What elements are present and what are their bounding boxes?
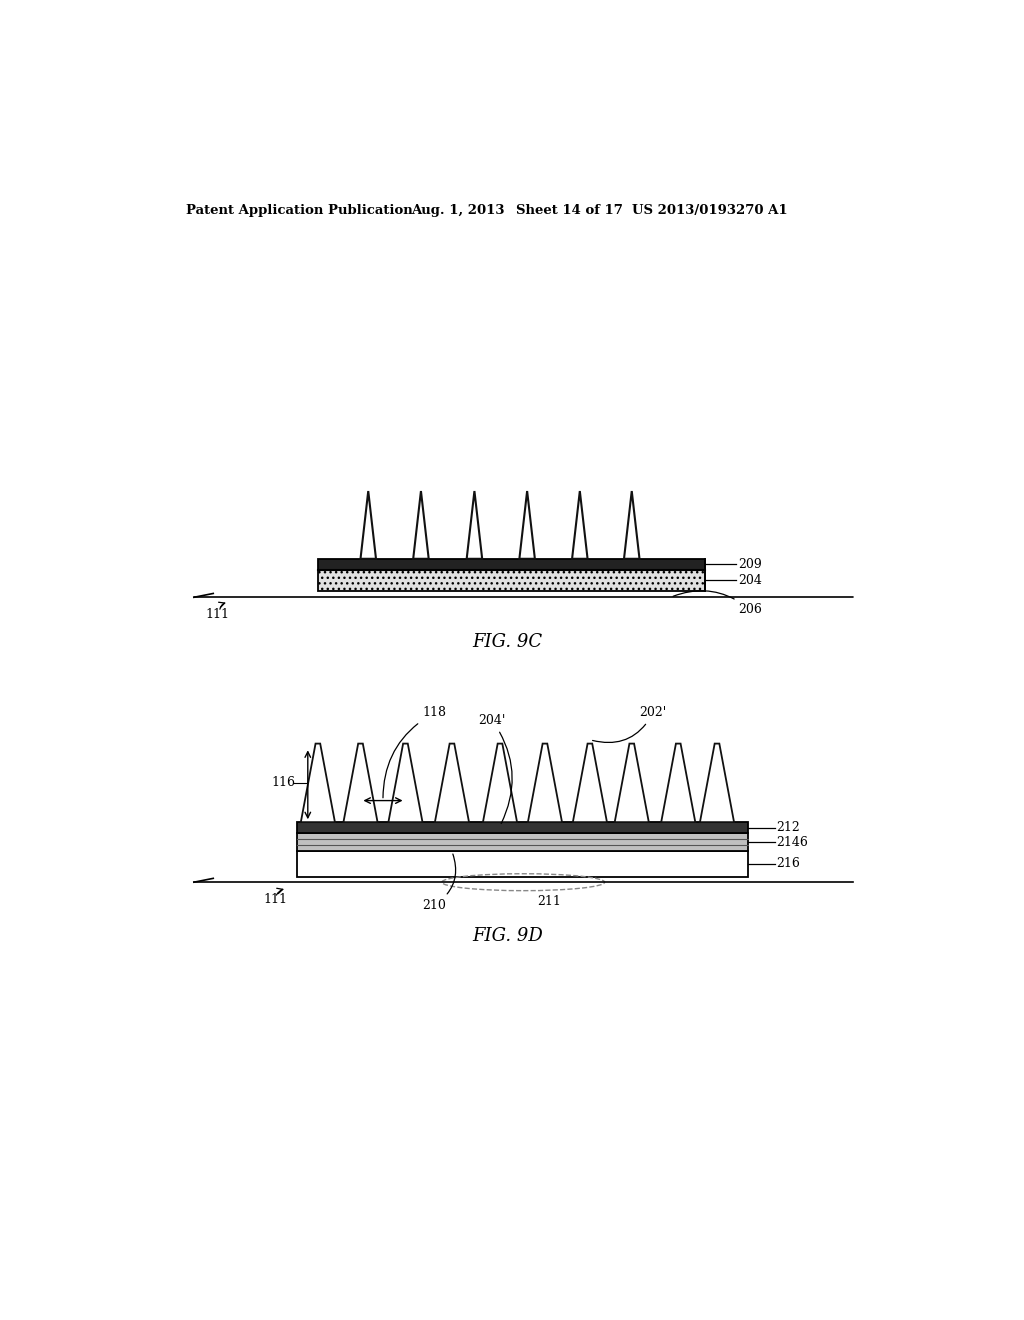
Bar <box>317 570 706 591</box>
Text: 204: 204 <box>738 574 762 587</box>
Polygon shape <box>301 743 335 822</box>
Text: 204': 204' <box>478 714 512 824</box>
Text: 211: 211 <box>537 895 561 908</box>
Bar <box>297 822 748 833</box>
Text: Sheet 14 of 17: Sheet 14 of 17 <box>515 205 623 218</box>
Polygon shape <box>662 743 695 822</box>
Bar <box>297 833 748 851</box>
Text: 111: 111 <box>206 607 229 620</box>
Polygon shape <box>360 491 376 558</box>
Text: 206: 206 <box>673 591 762 616</box>
Polygon shape <box>483 743 517 822</box>
Text: FIG. 9D: FIG. 9D <box>472 927 543 945</box>
Text: US 2013/0193270 A1: US 2013/0193270 A1 <box>632 205 787 218</box>
Text: 111: 111 <box>263 894 288 907</box>
Polygon shape <box>572 743 607 822</box>
Polygon shape <box>624 491 640 558</box>
Polygon shape <box>700 743 734 822</box>
Text: 212: 212 <box>776 821 801 834</box>
Polygon shape <box>614 743 649 822</box>
Polygon shape <box>414 491 429 558</box>
Text: 202': 202' <box>593 706 667 743</box>
Text: Patent Application Publication: Patent Application Publication <box>186 205 413 218</box>
Text: 116: 116 <box>271 776 295 789</box>
Text: 216: 216 <box>776 857 801 870</box>
Bar <box>297 851 748 876</box>
Text: FIG. 9C: FIG. 9C <box>473 634 543 651</box>
Text: Aug. 1, 2013: Aug. 1, 2013 <box>411 205 505 218</box>
Polygon shape <box>467 491 482 558</box>
Text: 2146: 2146 <box>776 836 809 849</box>
Bar <box>317 558 706 570</box>
Text: 209: 209 <box>738 557 762 570</box>
Polygon shape <box>528 743 562 822</box>
Polygon shape <box>572 491 588 558</box>
Polygon shape <box>388 743 423 822</box>
Polygon shape <box>435 743 469 822</box>
Text: 210: 210 <box>422 854 456 912</box>
Text: 118: 118 <box>383 706 446 797</box>
Polygon shape <box>343 743 378 822</box>
Polygon shape <box>519 491 535 558</box>
